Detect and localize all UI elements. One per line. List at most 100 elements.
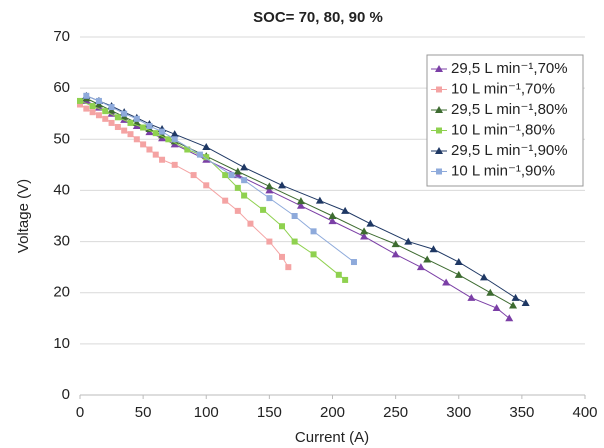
data-point (260, 206, 267, 213)
data-point (442, 278, 451, 286)
y-tick-label: 60 (53, 79, 70, 96)
data-point (265, 182, 274, 190)
legend-marker (435, 106, 443, 113)
data-point (202, 142, 211, 150)
y-tick-label: 0 (62, 386, 70, 403)
data-point (83, 92, 90, 99)
data-point (328, 212, 337, 219)
data-point (266, 195, 273, 202)
data-point (279, 253, 285, 260)
data-point (335, 271, 342, 278)
data-point (146, 122, 153, 129)
data-point (77, 101, 83, 108)
legend-marker (436, 86, 442, 93)
data-point (102, 108, 109, 115)
data-point (233, 167, 242, 175)
data-point (133, 115, 140, 122)
data-point (505, 314, 514, 322)
data-point (480, 273, 488, 281)
data-point (342, 276, 349, 283)
y-axis-label: Voltage (V) (15, 179, 32, 253)
legend-marker (435, 65, 443, 72)
legend-label: 29,5 L min⁻¹,80% (451, 101, 568, 118)
data-point (171, 161, 178, 168)
chart-title: SOC= 70, 80, 90 % (253, 9, 383, 26)
data-point (77, 97, 83, 104)
data-point (247, 220, 254, 227)
data-point (404, 237, 413, 245)
data-point (228, 172, 235, 179)
data-point (121, 110, 128, 117)
legend-label: 29,5 L min⁻¹,90% (451, 142, 568, 159)
data-point (222, 172, 229, 179)
data-point (152, 130, 159, 137)
data-point (291, 213, 298, 219)
data-point (241, 177, 248, 184)
legend-label: 10 L min⁻¹,70% (451, 80, 555, 97)
data-point (114, 124, 121, 131)
data-point (133, 136, 140, 143)
x-axis-label: Current (A) (295, 429, 369, 446)
y-tick-label: 50 (53, 130, 70, 147)
y-tick-label: 20 (53, 284, 70, 301)
data-point (108, 119, 115, 126)
data-point (391, 240, 400, 248)
data-point (102, 115, 109, 122)
data-point (234, 184, 241, 191)
data-point (350, 259, 357, 266)
y-tick-label: 10 (53, 335, 70, 352)
x-tick-label: 200 (320, 404, 345, 421)
data-point (159, 128, 166, 135)
data-point (360, 227, 369, 235)
data-point (360, 232, 369, 240)
data-point (165, 136, 172, 143)
legend-label: 10 L min⁻¹,80% (451, 121, 555, 138)
data-point (89, 109, 96, 116)
legend-box (426, 54, 584, 187)
x-tick-label: 50 (135, 404, 152, 421)
y-tick-label: 30 (53, 233, 70, 250)
data-point (423, 255, 432, 263)
data-point (95, 112, 102, 119)
x-tick-label: 150 (257, 404, 282, 421)
data-point (127, 131, 134, 138)
data-point (222, 197, 229, 204)
data-point (310, 251, 317, 258)
data-point (95, 97, 102, 104)
data-point (486, 288, 495, 296)
data-point (203, 154, 210, 161)
data-point (279, 223, 285, 230)
data-point (89, 103, 96, 110)
data-point (265, 186, 274, 194)
data-point (285, 264, 292, 271)
data-point (328, 217, 337, 225)
x-tick-label: 350 (509, 404, 534, 421)
data-point (296, 201, 305, 209)
data-point (158, 131, 167, 139)
data-point (114, 114, 121, 121)
legend-label: 29,5 L min⁻¹,70% (451, 60, 568, 77)
data-point (184, 146, 191, 153)
data-point (509, 301, 518, 309)
data-point (140, 124, 147, 131)
data-point (511, 293, 520, 301)
data-point (121, 127, 128, 134)
data-point (83, 105, 90, 112)
data-point (266, 238, 273, 245)
data-point (492, 304, 501, 312)
data-point (234, 207, 241, 214)
data-point (146, 146, 153, 153)
data-point (107, 106, 116, 114)
data-point (454, 270, 463, 278)
legend-label: 10 L min⁻¹,90% (451, 162, 555, 179)
data-point (108, 104, 115, 111)
data-point (454, 258, 463, 266)
legend-marker (436, 127, 442, 134)
data-point (159, 156, 166, 163)
data-point (241, 192, 248, 199)
legend-marker (436, 168, 442, 175)
data-point (203, 182, 210, 189)
data-point (94, 100, 103, 108)
legend-marker (435, 147, 443, 154)
